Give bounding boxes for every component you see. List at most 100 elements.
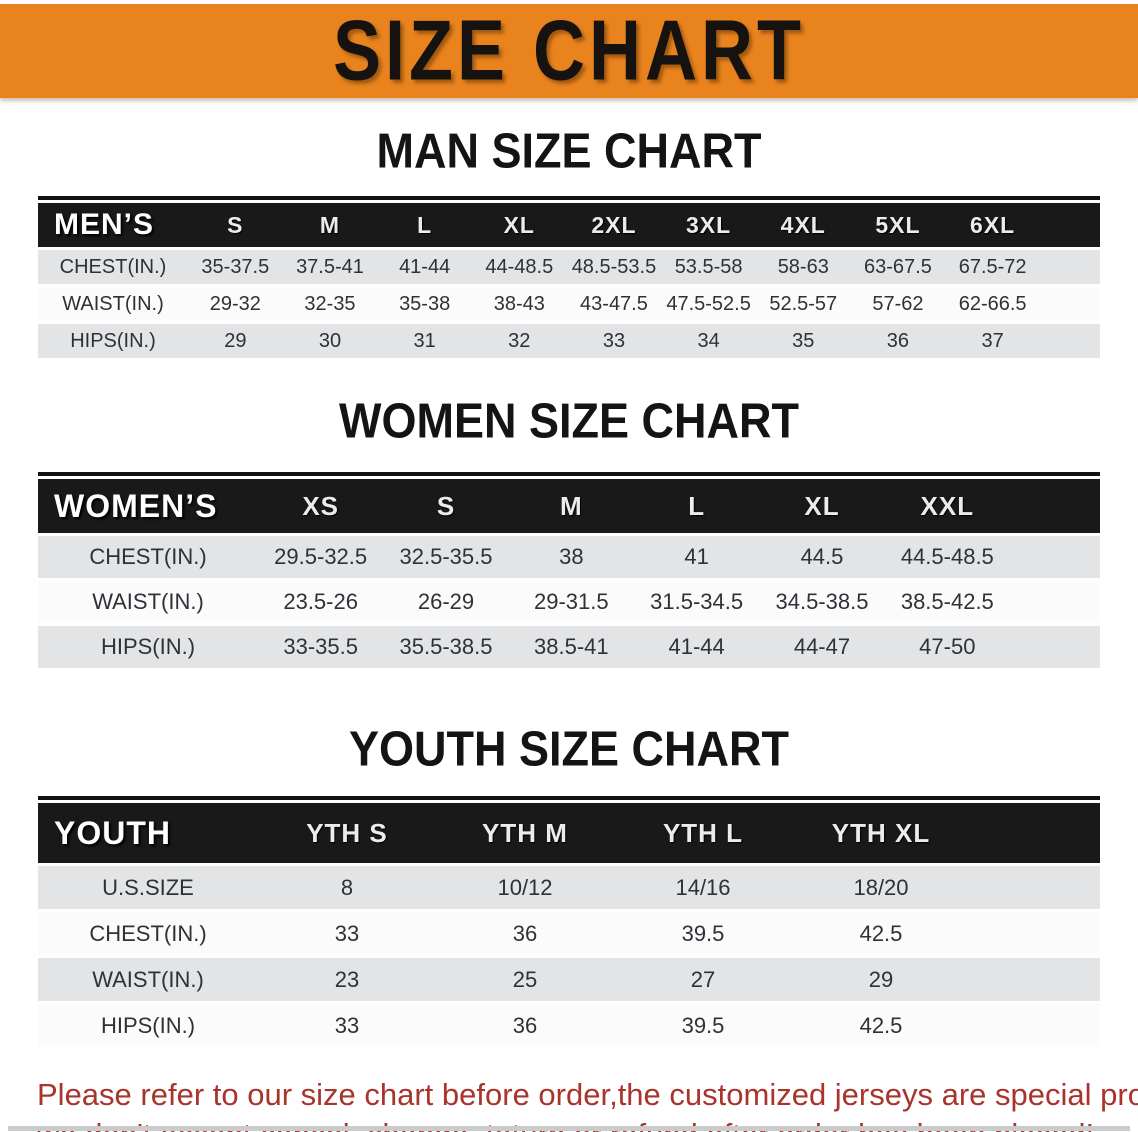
size-value-cell: 44.5-48.5	[900, 544, 994, 569]
men-section-heading: MAN SIZE CHART	[376, 122, 762, 179]
size-value-cell: 10/12	[497, 874, 553, 900]
size-column-header: 5XL	[875, 211, 921, 238]
size-value-cell: 41-44	[399, 255, 451, 278]
size-value-cell: 35	[792, 329, 815, 352]
size-column-header: YTH XL	[831, 817, 931, 848]
size-column-header: XXL	[920, 490, 975, 521]
size-value-cell: 43-47.5	[580, 292, 648, 315]
size-value-cell: 25	[512, 966, 538, 992]
table-row: WAIST(IN.) 23 25 27 29	[38, 958, 1100, 1001]
size-value-cell: 37	[981, 329, 1004, 352]
size-value-cell: 41-44	[668, 634, 725, 659]
size-column-header: XS	[302, 490, 339, 521]
size-value-cell: 58-63	[777, 255, 829, 278]
size-value-cell: 27	[690, 966, 716, 992]
size-value-cell: 35-38	[399, 292, 451, 315]
size-value-cell: 67.5-72	[958, 255, 1027, 278]
table-row: WAIST(IN.) 29-32 32-35 35-38 38-43 43-47.5 47.…	[38, 287, 1100, 321]
size-value-cell: 31	[413, 329, 436, 352]
size-column-header: S	[227, 211, 244, 238]
size-value-cell: 33	[334, 920, 360, 946]
size-value-cell: 38.5-41	[534, 634, 609, 659]
row-spacer	[970, 958, 1100, 1001]
size-value-cell: 35-37.5	[201, 255, 270, 278]
row-label: HIPS(IN.)	[100, 1012, 196, 1038]
size-column-header: XL	[503, 211, 535, 238]
footer-note: Please refer to our size chart before or…	[37, 1075, 1138, 1132]
row-spacer	[1040, 287, 1100, 321]
size-value-cell: 53.5-58	[674, 255, 743, 278]
banner: SIZE CHART	[0, 4, 1138, 98]
size-value-cell: 48.5-53.5	[571, 255, 657, 278]
row-label: U.S.SIZE	[102, 874, 194, 900]
size-value-cell: 32-35	[304, 292, 356, 315]
row-label: HIPS(IN.)	[70, 329, 156, 352]
size-value-cell: 62-66.5	[958, 292, 1027, 315]
size-column-header: 2XL	[591, 211, 637, 238]
size-value-cell: 18/20	[853, 874, 909, 900]
size-column-header: YTH S	[306, 817, 388, 848]
row-label: WAIST(IN.)	[92, 589, 204, 614]
size-column-header: M	[559, 490, 583, 521]
youth-section-heading: YOUTH SIZE CHART	[348, 720, 789, 777]
size-value-cell: 32	[508, 329, 531, 352]
women-section-heading: WOMEN SIZE CHART	[339, 392, 799, 449]
row-label: HIPS(IN.)	[100, 634, 196, 659]
row-label: WAIST(IN.)	[62, 292, 164, 315]
table-row: WAIST(IN.) 23.5-26 26-29 29-31.5 31.5-34.5 34…	[38, 581, 1100, 623]
size-value-cell: 32.5-35.5	[399, 544, 493, 569]
size-value-cell: 38	[559, 544, 584, 569]
mens-size-table: MEN’S S M L XL 2XL 3XL 4XL 5XL 6XL CHEST(IN.) 35-37…	[38, 196, 1100, 361]
table-header-row: WOMEN’S XS S M L XL XXL	[38, 479, 1100, 533]
banner-title: SIZE CHART	[333, 3, 805, 99]
bottom-divider	[8, 1126, 1130, 1131]
size-column-header: 6XL	[970, 211, 1016, 238]
table-row: CHEST(IN.) 33 36 39.5 42.5	[38, 912, 1100, 955]
row-label: WAIST(IN.)	[92, 966, 204, 992]
header-spacer	[970, 803, 1100, 863]
size-value-cell: 33	[602, 329, 626, 352]
size-value-cell: 38-43	[493, 292, 545, 315]
size-value-cell: 33-35.5	[283, 634, 358, 659]
size-value-cell: 63-67.5	[864, 255, 932, 278]
row-label: CHEST(IN.)	[89, 544, 207, 569]
size-value-cell: 47-50	[919, 634, 976, 659]
size-value-cell: 34	[697, 329, 720, 352]
size-value-cell: 44-47	[793, 634, 851, 659]
row-spacer	[1010, 581, 1100, 623]
womens-size-table: WOMEN’S XS S M L XL XXL CHEST(IN.) 29.5-32.5 32.5…	[38, 472, 1100, 671]
header-spacer	[1040, 203, 1100, 247]
size-value-cell: 29.5-32.5	[274, 544, 368, 569]
table-row: HIPS(IN.) 33 36 39.5 42.5	[38, 1004, 1100, 1047]
size-value-cell: 29-31.5	[534, 589, 609, 614]
size-value-cell: 38.5-42.5	[900, 589, 994, 614]
size-column-header: S	[436, 490, 456, 521]
header-spacer	[1010, 479, 1100, 533]
footer-note-line1: Please refer to our size chart before or…	[37, 1077, 1138, 1112]
size-column-header: M	[319, 211, 341, 238]
size-value-cell: 23	[334, 966, 360, 992]
row-spacer	[1040, 250, 1100, 284]
size-value-cell: 26-29	[417, 589, 475, 614]
size-value-cell: 52.5-57	[769, 292, 838, 315]
table-row: U.S.SIZE 8 10/12 14/16 18/20	[38, 866, 1100, 909]
row-spacer	[1010, 626, 1100, 668]
size-column-header: 3XL	[686, 211, 732, 238]
table-row: CHEST(IN.) 29.5-32.5 32.5-35.5 38 41 44.5 44.5…	[38, 536, 1100, 578]
size-value-cell: 41	[684, 544, 709, 569]
size-value-cell: 36	[512, 1012, 538, 1038]
row-spacer	[970, 1004, 1100, 1047]
table-header-label: WOMEN’S	[54, 487, 218, 524]
size-value-cell: 34.5-38.5	[775, 589, 869, 614]
row-spacer	[970, 912, 1100, 955]
row-label: CHEST(IN.)	[89, 920, 207, 946]
youth-size-table: YOUTH YTH S YTH M YTH L YTH XL U.S.SIZE 8 10/12…	[38, 796, 1100, 1050]
size-value-cell: 37.5-41	[296, 255, 364, 278]
table-row: HIPS(IN.) 33-35.5 35.5-38.5 38.5-41 41-44 44-…	[38, 626, 1100, 668]
size-column-header: YTH M	[482, 817, 568, 848]
size-value-cell: 35.5-38.5	[399, 634, 493, 659]
size-value-cell: 42.5	[859, 1012, 903, 1038]
section-men: MAN SIZE CHART MEN’S S M L XL 2XL 3XL 4XL 5XL 6XL…	[0, 122, 1138, 361]
size-value-cell: 57-62	[872, 292, 924, 315]
